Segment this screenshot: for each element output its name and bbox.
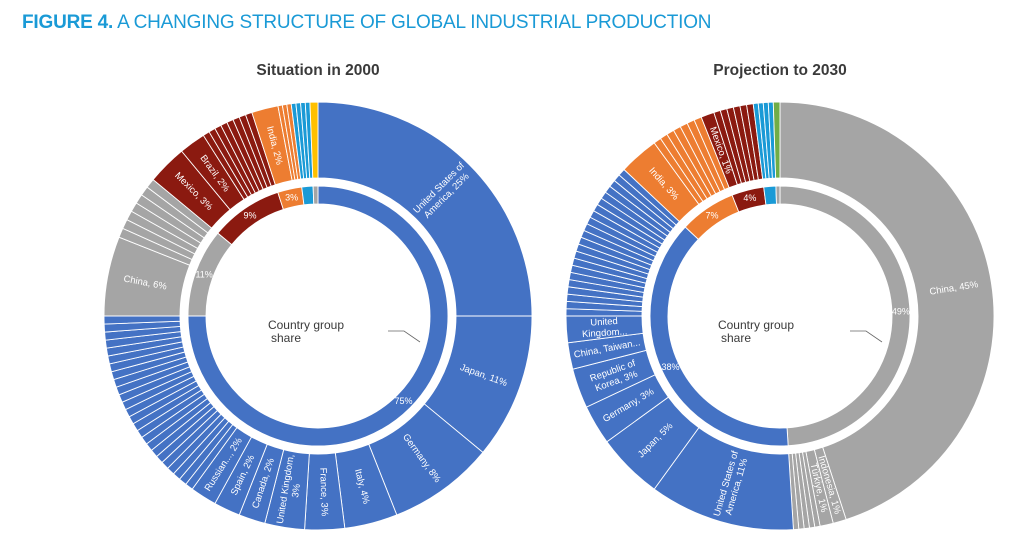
outer-ring-label: France, 3% — [317, 467, 330, 516]
inner-ring-label: 4% — [743, 193, 756, 203]
inner-ring-segment — [301, 185, 315, 206]
center-label: Country group share — [268, 318, 344, 345]
inner-ring-label: 11% — [195, 269, 212, 279]
inner-ring-segment — [312, 185, 319, 205]
figure-title: A CHANGING STRUCTURE OF GLOBAL INDUSTRIA… — [117, 12, 712, 33]
inner-ring-label: 38% — [662, 362, 680, 372]
outer-ring-label: UnitedKingdom... — [581, 315, 628, 340]
inner-ring-label: 49% — [892, 307, 910, 317]
chart-title: Projection to 2030 — [713, 62, 847, 79]
outer-ring-segment-united-states-of-america-25 — [317, 101, 533, 317]
leader-line — [850, 330, 883, 343]
outer-ring-segment — [309, 101, 319, 179]
inner-ring-label: 9% — [243, 210, 256, 220]
figure-label: FIGURE 4. — [22, 12, 114, 33]
inner-ring-label: 3% — [285, 192, 298, 202]
center-label: Country group share — [718, 318, 794, 345]
outer-ring-segment-china-45 — [779, 101, 995, 521]
figure-heading: FIGURE 4. A CHANGING STRUCTURE OF GLOBAL… — [22, 9, 711, 37]
leader-line — [388, 330, 421, 343]
inner-ring-segment-75 — [187, 185, 449, 447]
chart-title: Situation in 2000 — [256, 62, 379, 79]
inner-ring-segment — [763, 185, 777, 206]
inner-ring-label: 75% — [395, 396, 413, 406]
outer-ring-segment — [772, 101, 781, 179]
inner-ring-label: 7% — [705, 210, 718, 220]
inner-ring-segment — [775, 185, 781, 205]
